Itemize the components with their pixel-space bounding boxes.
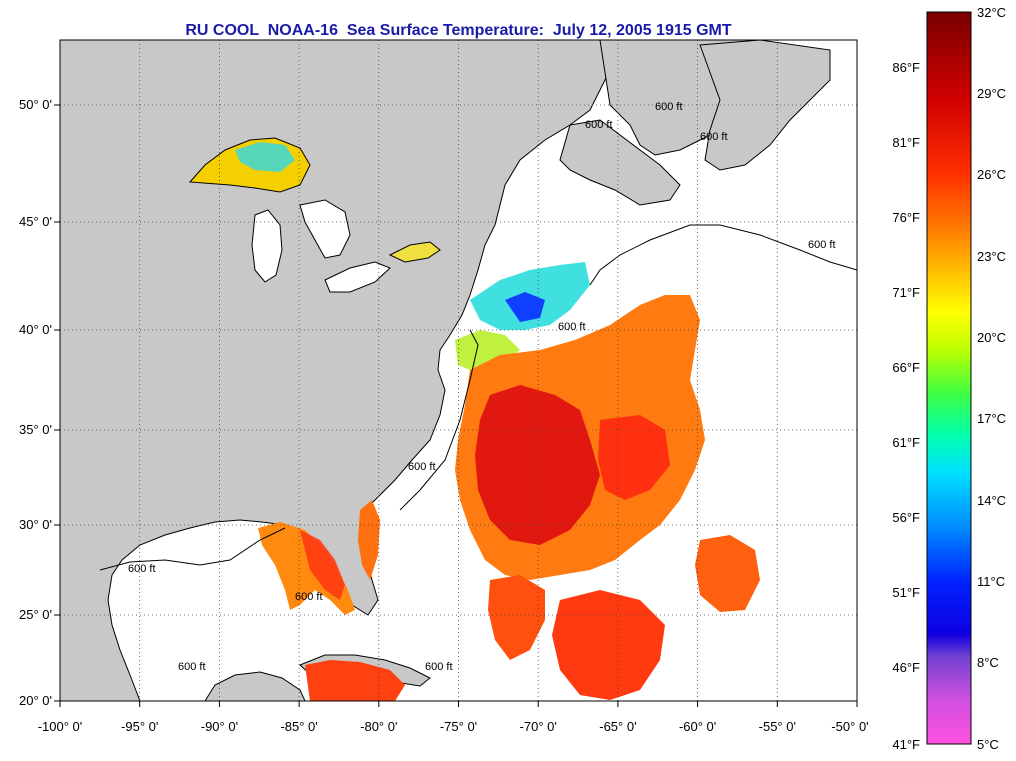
lake-michigan [251,209,283,283]
celsius-label: 14°C [977,493,1006,508]
longitude-labels: -100° 0' -95° 0' -90° 0' -85° 0' -80° 0'… [38,719,869,734]
contour-label: 600 ft [808,239,836,251]
celsius-label: 23°C [977,249,1006,264]
colorbar-celsius-labels: 32°C 29°C 26°C 23°C 20°C 17°C 14°C 11°C … [977,5,1006,752]
lake-erie [324,261,391,293]
contour-label: 600 ft [178,661,206,673]
lake-ontario [388,241,441,263]
celsius-label: 26°C [977,167,1006,182]
map-title: RU COOL NOAA-16 Sea Surface Temperature:… [185,22,732,39]
lon-tick-label: -85° 0' [280,719,317,734]
contour-label: 600 ft [425,661,453,673]
fahrenheit-label: 81°F [892,135,920,150]
fahrenheit-label: 41°F [892,737,920,752]
celsius-label: 17°C [977,411,1006,426]
axis-ticks [54,104,858,707]
lon-tick-label: -50° 0' [831,719,868,734]
colorbar-fahrenheit-labels: 86°F 81°F 76°F 71°F 66°F 61°F 56°F 51°F … [892,60,920,752]
grid-lines [60,40,857,701]
celsius-label: 20°C [977,330,1006,345]
fahrenheit-label: 51°F [892,585,920,600]
fahrenheit-label: 46°F [892,660,920,675]
contour-label: 600 ft [585,119,613,131]
lon-tick-label: -80° 0' [360,719,397,734]
lon-tick-label: -65° 0' [599,719,636,734]
celsius-label: 5°C [977,737,999,752]
depth-contour-600ft-east [399,329,479,511]
lon-tick-label: -60° 0' [679,719,716,734]
lon-tick-label: -95° 0' [121,719,158,734]
fahrenheit-label: 61°F [892,435,920,450]
celsius-label: 11°C [977,574,1005,589]
fahrenheit-label: 76°F [892,210,920,225]
lon-tick-label: -100° 0' [38,719,83,734]
celsius-label: 8°C [977,655,999,670]
lon-tick-label: -55° 0' [759,719,796,734]
celsius-label: 32°C [977,5,1006,20]
contour-labels: 600 ft 600 ft 600 ft 600 ft 600 ft 600 f… [128,101,836,673]
lat-tick-label: 25° 0' [19,607,52,622]
contour-label: 600 ft [558,321,586,333]
lon-tick-label: -90° 0' [201,719,238,734]
sst-field [258,262,760,701]
lake-huron [299,199,351,259]
lat-tick-label: 45° 0' [19,214,52,229]
fahrenheit-label: 56°F [892,510,920,525]
lat-tick-label: 35° 0' [19,422,52,437]
fahrenheit-label: 86°F [892,60,920,75]
lon-tick-label: -70° 0' [520,719,557,734]
lake-superior-cold [235,142,295,172]
fahrenheit-label: 71°F [892,285,920,300]
colorbar [926,11,972,745]
contour-label: 600 ft [295,591,323,603]
lat-tick-label: 30° 0' [19,517,52,532]
lat-tick-label: 40° 0' [19,322,52,337]
celsius-label: 29°C [977,86,1006,101]
land-nova-scotia [559,119,681,206]
depth-contour-600ft [99,224,857,571]
latitude-labels: 20° 0' 25° 0' 30° 0' 35° 0' 40° 0' 45° 0… [19,97,52,708]
lat-tick-label: 50° 0' [19,97,52,112]
land-yucatan [204,671,306,701]
lat-tick-label: 20° 0' [19,693,52,708]
fahrenheit-label: 66°F [892,360,920,375]
lon-tick-label: -75° 0' [440,719,477,734]
contour-label: 600 ft [408,461,436,473]
contour-label: 600 ft [128,563,156,575]
contour-label: 600 ft [655,101,683,113]
contour-label: 600 ft [700,131,728,143]
